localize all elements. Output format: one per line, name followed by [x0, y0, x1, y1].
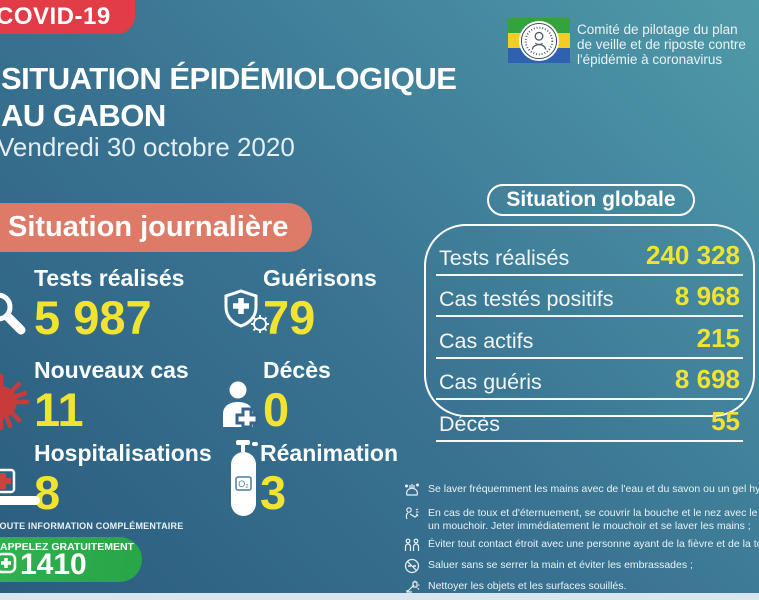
shield-cross-virus-icon — [222, 287, 270, 340]
guideline-text: En cas de toux et d'éternuement, se couv… — [428, 507, 759, 532]
title-line-2: AU GABON — [1, 98, 166, 133]
global-stats-table: Tests réalisés 240 328 Cas testés positi… — [424, 224, 755, 442]
row-label: Cas guéris — [439, 370, 542, 394]
table-row: Décès 55 — [436, 400, 743, 442]
stat-value: 0 — [263, 383, 290, 436]
stat-value: 11 — [34, 383, 84, 436]
table-row: Cas actifs 215 — [436, 317, 743, 359]
table-row: Tests réalisés 240 328 — [436, 234, 743, 276]
committee-line: l'épidémie à coronavirus — [577, 52, 723, 67]
hygiene-guidelines: Se laver fréquemment les mains avec de l… — [404, 483, 759, 600]
row-value: 240 328 — [646, 239, 740, 270]
table-row: Cas guéris 8 698 — [436, 359, 743, 400]
clean-surfaces-icon — [404, 579, 420, 595]
row-label: Cas testés positifs — [439, 287, 614, 311]
row-label: Décès — [439, 411, 500, 436]
avoid-contact-icon: Éviter tout contact étroit avec une pers… — [404, 538, 759, 553]
bottom-strip — [0, 593, 759, 600]
cough-elbow-icon — [404, 506, 420, 522]
stat-tests-realises: Tests réalisés 5 987 — [0, 265, 184, 342]
hotline-number: 1410 — [20, 548, 87, 581]
no-handshake-icon — [404, 558, 420, 574]
stat-label: Hospitalisations — [34, 440, 212, 466]
row-label: Tests réalisés — [439, 245, 570, 270]
stat-label: Guérisons — [263, 265, 377, 291]
stat-label: Tests réalisés — [34, 265, 185, 291]
avoid-contact-icon — [404, 537, 420, 553]
guideline-text: Saluer sans se serrer la main et éviter … — [428, 559, 693, 571]
stat-reanimation: O₂ Réanimation 3 — [228, 440, 398, 517]
stat-label: Nouveaux cas — [34, 357, 189, 383]
row-label: Cas actifs — [439, 328, 534, 353]
stat-nouveaux-cas: Nouveaux cas 11 — [0, 357, 189, 434]
seal-emblem-icon — [519, 20, 559, 61]
stat-value: 5 987 — [34, 291, 152, 344]
guideline-text: Se laver fréquemment les mains avec de l… — [428, 483, 759, 495]
table-row: Cas testés positifs 8 968 — [436, 276, 743, 317]
phone-icon — [0, 552, 17, 579]
stat-label: Décès — [263, 357, 331, 383]
committee-line: Comité de pilotage du plan — [577, 22, 738, 37]
covid19-badge: COVID-19 — [0, 0, 135, 34]
stat-value: 3 — [260, 466, 287, 519]
title-line-1: SITUATION ÉPIDÉMIOLOGIQUE — [1, 61, 457, 96]
stat-label: Réanimation — [260, 440, 399, 466]
row-value: 8 698 — [674, 364, 740, 394]
magnifier-icon — [0, 289, 26, 340]
daily-section-title: Situation journalière — [0, 203, 312, 252]
row-value: 55 — [711, 405, 740, 436]
hand-wash-icon — [404, 482, 420, 498]
person-cross-icon — [222, 381, 264, 432]
stat-guerisons: Guérisons 79 — [222, 265, 377, 342]
hotline-note: TOUTE INFORMATION COMPLÉMENTAIRE — [0, 521, 184, 531]
list-item: En cas de toux et d'éternuement, se couv… — [404, 507, 759, 532]
gabon-flag-logo — [508, 18, 570, 63]
virus-icon — [0, 371, 32, 438]
hotline-banner: APPELEZ GRATUITEMENT 1410 — [0, 537, 142, 582]
page-title: SITUATION ÉPIDÉMIOLOGIQUE AU GABON — [1, 60, 457, 134]
stat-value: 8 — [34, 466, 61, 519]
row-value: 8 968 — [674, 281, 740, 311]
svg-text:O₂: O₂ — [238, 479, 249, 489]
list-item: Nettoyer les objets et les surfaces soui… — [404, 580, 759, 595]
guideline-text: Nettoyer les objets et les surfaces soui… — [428, 580, 627, 592]
committee-text: Comité de pilotage du plan de veille et … — [577, 22, 746, 67]
list-item: Saluer sans se serrer la main et éviter … — [404, 558, 759, 574]
global-section-title: Situation globale — [487, 184, 695, 216]
stat-hospitalisations: Hospitalisations 8 — [0, 440, 212, 517]
stat-deces: Décès 0 — [222, 357, 331, 434]
row-value: 215 — [696, 322, 740, 353]
guideline-text: Éviter tout contact étroit avec une pers… — [428, 538, 759, 550]
stat-value: 79 — [263, 291, 316, 344]
hospital-bed-icon — [0, 462, 72, 521]
oxygen-tank-icon: O₂ — [228, 440, 264, 523]
report-date: Vendredi 30 octobre 2020 — [0, 132, 295, 162]
list-item: Se laver fréquemment les mains avec de l… — [404, 483, 759, 498]
hotline-call-label: APPELEZ GRATUITEMENT — [0, 541, 134, 553]
committee-line: de veille et de riposte contre — [577, 37, 746, 52]
